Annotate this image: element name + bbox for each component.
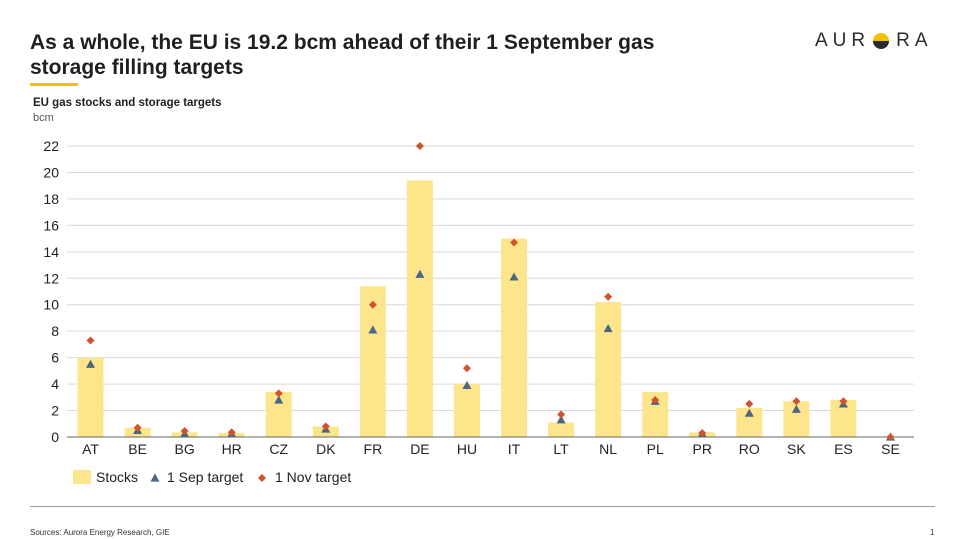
bar-stocks-at — [77, 357, 104, 437]
x-tick-label: DE — [410, 441, 429, 457]
marker-nov-bg — [180, 427, 189, 436]
y-tick-label: 12 — [43, 270, 59, 286]
x-tick-label: PL — [647, 441, 664, 457]
x-tick-label: AT — [82, 441, 99, 457]
legend-label-stocks: Stocks — [96, 469, 138, 485]
y-tick-label: 14 — [43, 244, 59, 260]
marker-nov-se — [886, 433, 895, 441]
source-note: Sources: Aurora Energy Research, GIE — [30, 528, 170, 537]
legend-label-sep: 1 Sep target — [167, 469, 243, 485]
logo-text-right: RA — [896, 30, 933, 51]
marker-sep-cz — [274, 395, 284, 404]
marker-sep-hu — [462, 380, 472, 390]
bar-stocks-hu — [453, 384, 480, 437]
logo-text-left: AUR — [815, 30, 871, 51]
y-tick-label: 22 — [43, 138, 59, 154]
x-tick-label: FR — [364, 441, 383, 457]
marker-nov-lt — [557, 410, 566, 419]
x-tick-label: BE — [128, 441, 147, 457]
sun-logo-icon — [871, 33, 892, 49]
footer-divider — [30, 506, 935, 507]
bar-stocks-nl — [595, 302, 622, 437]
marker-sep-nl — [603, 324, 613, 333]
marker-sep-at — [86, 359, 96, 368]
marker-nov-pl — [651, 395, 660, 404]
page-title: As a whole, the EU is 19.2 bcm ahead of … — [30, 31, 655, 79]
marker-nov-it — [510, 238, 519, 247]
legend-swatch-stocks — [73, 470, 91, 484]
marker-nov-sk — [792, 397, 801, 406]
legend-swatch-sep — [150, 473, 160, 482]
marker-nov-at — [86, 336, 95, 345]
y-tick-label: 10 — [43, 297, 59, 313]
x-tick-label: HU — [457, 441, 477, 457]
marker-nov-es — [839, 397, 848, 406]
marker-nov-de — [415, 142, 424, 150]
x-tick-label: SE — [881, 441, 900, 457]
x-tick-label: LT — [553, 441, 569, 457]
marker-nov-cz — [274, 389, 283, 398]
marker-sep-de — [415, 269, 425, 278]
marker-nov-ro — [745, 399, 754, 408]
marker-nov-dk — [321, 422, 330, 431]
bar-stocks-it — [501, 238, 528, 437]
x-tick-label: CZ — [269, 441, 288, 457]
y-tick-label: 2 — [51, 403, 59, 419]
x-tick-label: SK — [787, 441, 806, 457]
marker-sep-it — [509, 272, 519, 281]
marker-sep-ro — [744, 408, 754, 417]
marker-sep-sk — [791, 404, 801, 413]
marker-nov-hu — [462, 364, 471, 373]
x-tick-label: NL — [599, 441, 617, 457]
marker-sep-fr — [368, 325, 378, 334]
bar-chart: 0 2 4 6 8 10 12 14 16 18 20 22 AT BE BG HR CZ DK FR DE HU IT L… — [43, 138, 914, 485]
y-tick-label: 8 — [51, 323, 59, 339]
marker-nov-be — [133, 423, 142, 432]
marker-nov-pr — [698, 429, 707, 438]
x-tick-label: DK — [316, 441, 336, 457]
marker-nov-nl — [604, 292, 613, 301]
y-tick-label: 6 — [51, 350, 59, 366]
x-tick-label: IT — [508, 441, 521, 457]
chart-title: EU gas stocks and storage targets — [33, 97, 222, 109]
title-underline — [30, 83, 78, 86]
aurora-logo: AUR RA — [815, 30, 933, 52]
y-axis-unit: bcm — [33, 112, 54, 124]
page-number: 1 — [930, 528, 935, 537]
y-tick-label: 4 — [51, 376, 59, 392]
marker-nov-fr — [368, 300, 377, 309]
y-tick-label: 20 — [43, 164, 59, 180]
x-tick-label: BG — [175, 441, 195, 457]
y-tick-label: 16 — [43, 217, 59, 233]
bar-stocks-lt — [548, 422, 575, 437]
legend-label-nov: 1 Nov target — [275, 469, 351, 485]
bar-stocks-fr — [359, 286, 386, 437]
x-tick-label: RO — [739, 441, 760, 457]
marker-nov-hr — [227, 428, 236, 437]
y-tick-label: 18 — [43, 191, 59, 207]
x-tick-label: PR — [693, 441, 712, 457]
x-tick-label: HR — [222, 441, 242, 457]
marker-sep-lt — [556, 415, 566, 424]
legend-swatch-nov — [258, 474, 266, 482]
x-tick-label: ES — [834, 441, 853, 457]
bar-stocks-de — [406, 180, 433, 437]
y-tick-label: 0 — [51, 429, 59, 445]
